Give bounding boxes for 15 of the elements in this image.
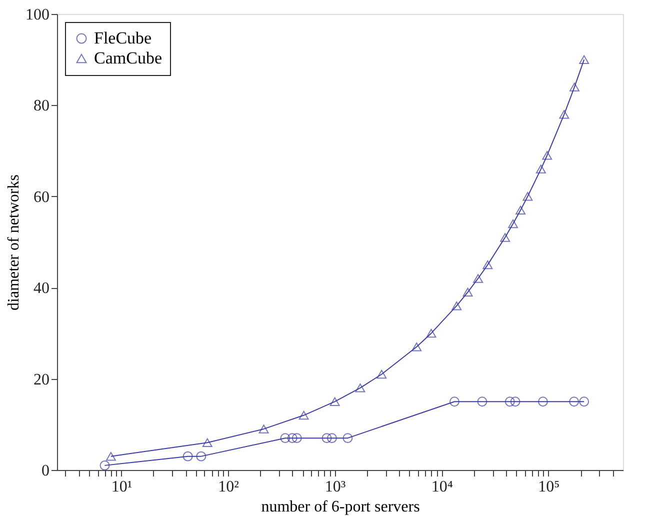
x-tick-label: 10¹: [111, 478, 132, 496]
legend-label: CamCube: [94, 48, 162, 68]
y-axis-title: diameter of networks: [6, 174, 22, 310]
y-tick-label: 60: [34, 188, 50, 206]
y-tick-label: 80: [34, 98, 50, 115]
y-tick-label: 20: [34, 371, 50, 388]
x-axis-title: number of 6-port servers: [261, 498, 420, 516]
y-tick-label: 40: [34, 280, 50, 298]
x-tick-label: 10⁵: [538, 478, 560, 496]
x-tick-label: 10⁴: [431, 478, 454, 496]
x-tick-label: 10³: [324, 478, 346, 496]
x-tick-label: 10²: [218, 478, 240, 496]
y-tick-label: 100: [26, 6, 50, 24]
y-tick-label: 0: [42, 462, 50, 480]
legend-label: FleCube: [94, 28, 152, 48]
